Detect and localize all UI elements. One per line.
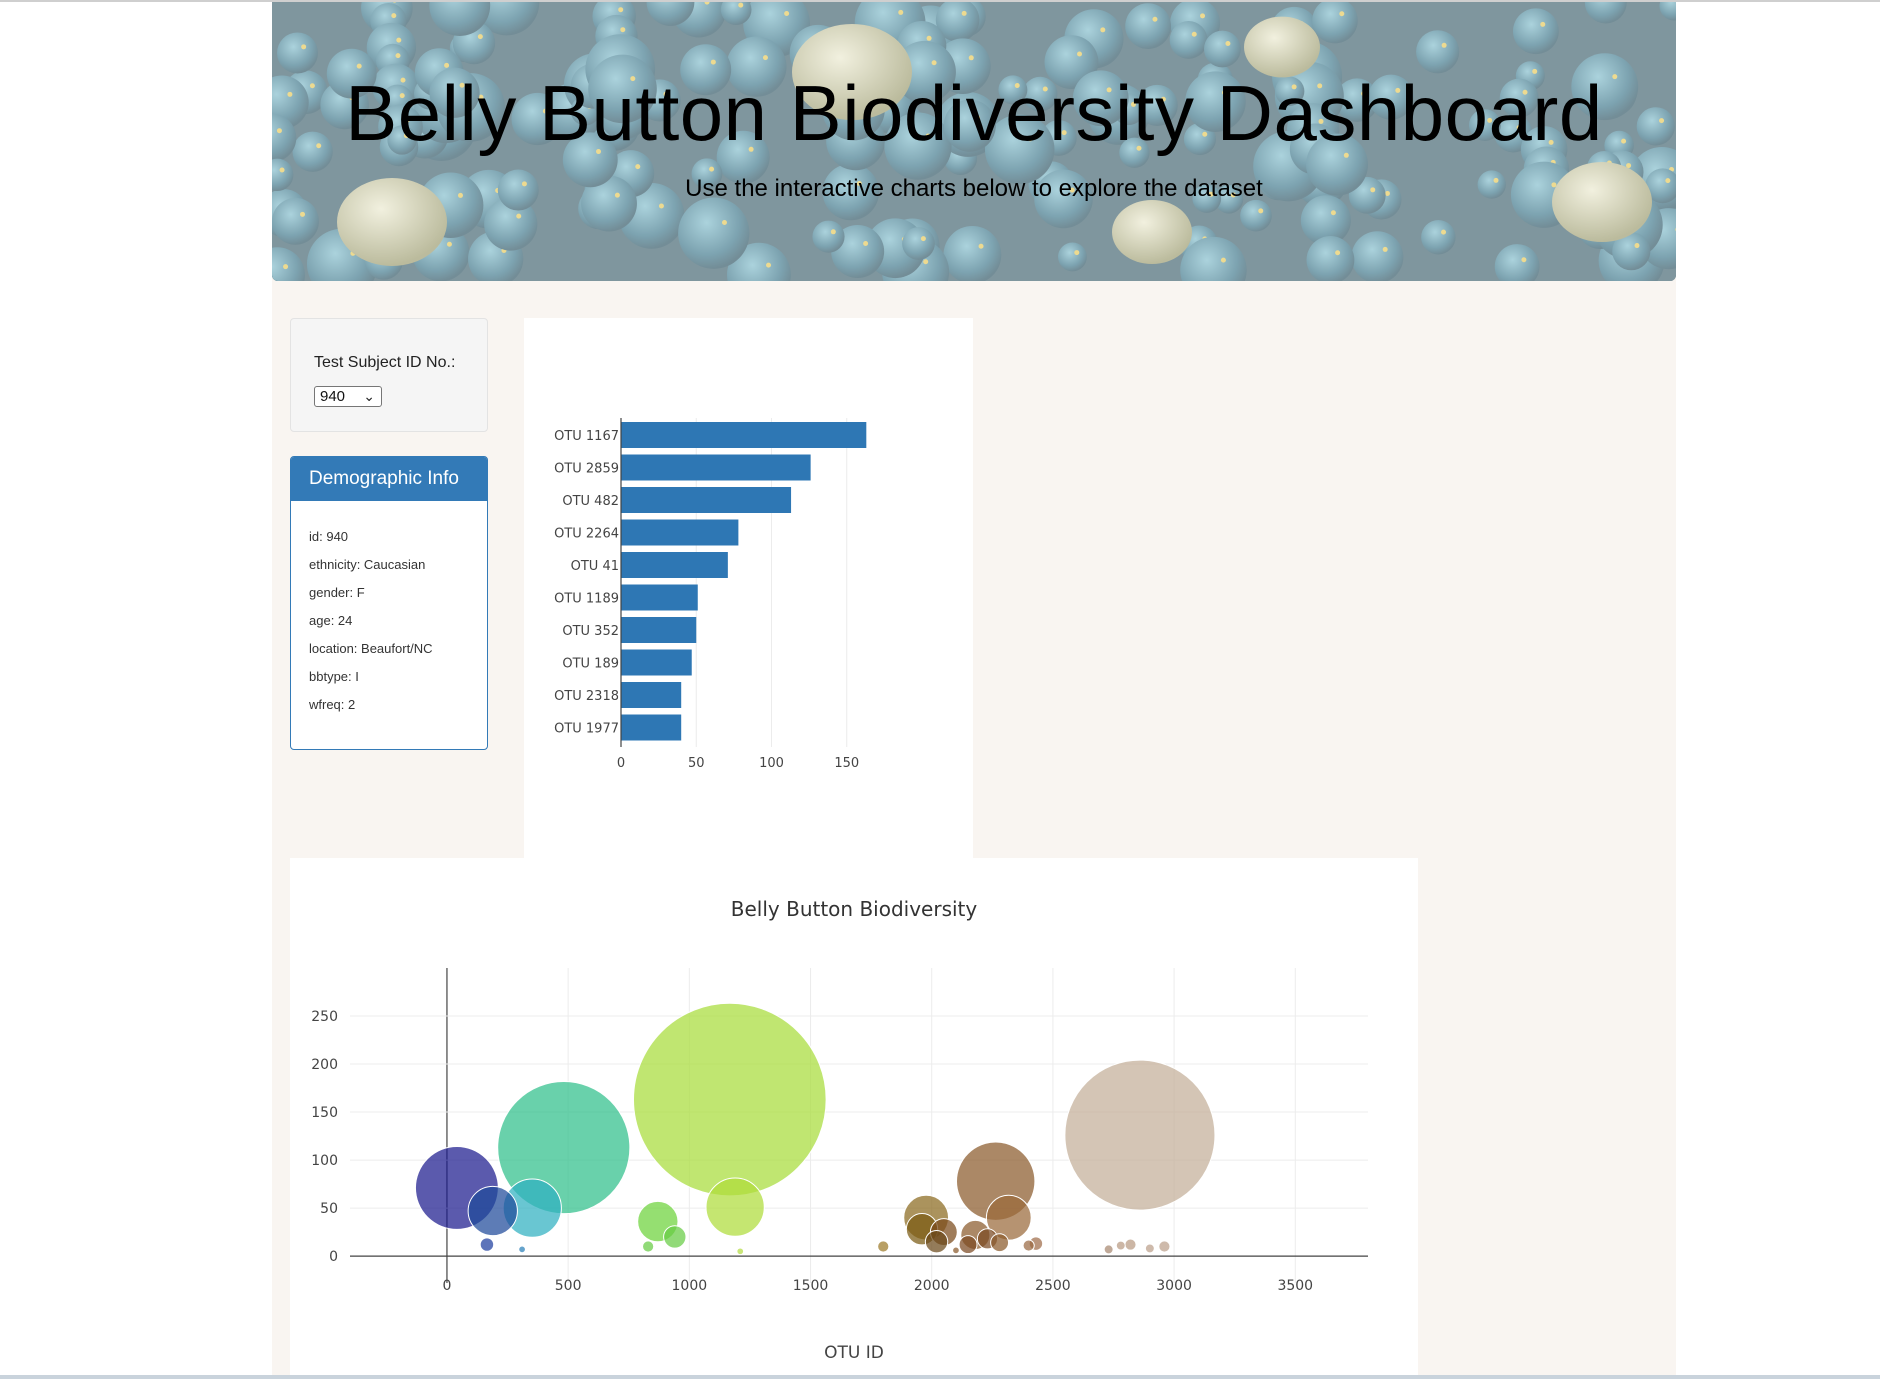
bubble-chart-point[interactable] (518, 1245, 526, 1254)
bubble-chart-point[interactable] (1064, 1059, 1216, 1211)
bar-chart-x-tick-label: 0 (617, 756, 625, 771)
microbe-background-image (272, 2, 1676, 281)
bubble-chart-y-tick-label: 0 (329, 1249, 338, 1265)
bar-chart-bar[interactable] (621, 649, 692, 676)
bubble-chart-point[interactable] (1022, 1239, 1035, 1252)
otu-bar-chart[interactable]: 0 50 100 150 OTU 1167 OTU 2859 OTU 482 OTU 2264… (524, 318, 973, 858)
bar-chart-category-label: OTU 189 (562, 657, 619, 672)
bar-chart-category-label: OTU 2318 (554, 689, 619, 704)
bar-chart-category-label: OTU 2264 (554, 527, 619, 542)
bubble-chart-point[interactable] (924, 1230, 949, 1254)
browser-top-edge (0, 0, 1880, 2)
bubble-chart-point[interactable] (958, 1235, 978, 1255)
demographic-row: bbtype: I (309, 669, 359, 684)
bubble-chart-point[interactable] (1103, 1244, 1114, 1255)
bubble-chart-x-tick-label: 3000 (1156, 1278, 1192, 1294)
bubble-chart-point[interactable] (1158, 1240, 1171, 1253)
demographic-info-heading: Demographic Info (291, 457, 487, 501)
bubble-chart-point[interactable] (479, 1237, 495, 1252)
bar-chart-category-label: OTU 1977 (554, 722, 619, 737)
bubble-chart-point[interactable] (663, 1225, 687, 1249)
bubble-chart-x-tick-label: 500 (555, 1278, 582, 1294)
bubble-chart-point[interactable] (642, 1240, 655, 1253)
bar-chart-bar[interactable] (621, 422, 867, 448)
bubble-chart-point[interactable] (1115, 1240, 1126, 1251)
bubble-chart-point[interactable] (1124, 1238, 1137, 1251)
bubble-chart-point[interactable] (632, 1002, 827, 1197)
bubble-chart-panel: Belly Button Biodiversity 0 500 1000 1500 200… (290, 858, 1418, 1375)
bar-chart-panel: 0 50 100 150 OTU 1167 OTU 2859 OTU 482 OTU 2264… (524, 318, 973, 858)
bubble-chart-x-tick-label: 1500 (793, 1278, 829, 1294)
demographic-row: wfreq: 2 (309, 697, 356, 712)
bar-chart-x-tick-label: 50 (688, 756, 705, 771)
bar-chart-bar[interactable] (621, 519, 739, 546)
bubble-chart-y-tick-label: 250 (311, 1009, 338, 1025)
bubble-chart-y-tick-label: 150 (311, 1105, 338, 1121)
demographic-info-body: id: 940 ethnicity: Caucasian gender: F age:… (291, 501, 487, 725)
bar-chart-bar[interactable] (621, 584, 698, 611)
bar-chart-bar[interactable] (621, 454, 811, 481)
page-title: Belly Button Biodiversity Dashboard (345, 69, 1603, 157)
bubble-chart-x-axis-title: OTU ID (824, 1343, 884, 1363)
bubble-chart-x-tick-label: 0 (442, 1278, 451, 1294)
bar-chart-bar[interactable] (621, 682, 682, 708)
bar-chart-category-label: OTU 482 (562, 494, 619, 509)
page-subtitle: Use the interactive charts below to expl… (685, 175, 1263, 202)
bar-chart-category-label: OTU 352 (562, 624, 619, 639)
bar-chart-x-tick-label: 150 (834, 756, 859, 771)
bubble-chart-y-tick-label: 100 (311, 1153, 338, 1169)
demographic-row: ethnicity: Caucasian (309, 557, 426, 572)
demographic-row: gender: F (309, 585, 365, 600)
browser-bottom-edge (0, 1375, 1880, 1379)
subject-id-selected-value: 940 (320, 388, 346, 405)
bubble-chart-point[interactable] (467, 1185, 518, 1237)
demographic-row: age: 24 (309, 613, 353, 628)
bar-chart-bar[interactable] (621, 552, 728, 578)
bar-chart-bar[interactable] (621, 487, 792, 513)
bubble-chart-x-tick-label: 3500 (1277, 1278, 1313, 1294)
bar-chart-x-tick-label: 100 (759, 756, 784, 771)
demographic-info-panel: Demographic Info id: 940 ethnicity: Cauca… (290, 456, 488, 750)
bubble-chart-y-tick-label: 50 (320, 1201, 338, 1217)
bubble-chart-x-tick-label: 2000 (914, 1278, 950, 1294)
subject-selector-well: Test Subject ID No.: 940 ⌄ (290, 318, 488, 432)
bar-chart-category-label: OTU 1167 (554, 429, 619, 444)
bubble-chart-y-tick-label: 200 (311, 1057, 338, 1073)
bar-chart-bar[interactable] (621, 617, 697, 643)
bubble-chart-point[interactable] (877, 1240, 890, 1253)
demographic-row: id: 940 (309, 529, 349, 544)
demographic-row: location: Beaufort/NC (309, 641, 433, 656)
bubble-chart-x-tick-label: 2500 (1035, 1278, 1071, 1294)
bubble-chart-point[interactable] (985, 1194, 1032, 1241)
bubble-chart-x-tick-label: 1000 (672, 1278, 708, 1294)
bubble-chart-point[interactable] (952, 1246, 960, 1255)
bar-chart-category-label: OTU 41 (571, 559, 619, 574)
bar-chart-bar[interactable] (621, 714, 682, 741)
header-banner: Belly Button Biodiversity Dashboard Use … (272, 2, 1676, 281)
subject-selector-label: Test Subject ID No.: (314, 354, 456, 371)
dashboard-container: Belly Button Biodiversity Dashboard Use … (272, 2, 1676, 1375)
bubble-chart-point[interactable] (705, 1177, 765, 1237)
subject-id-dropdown[interactable]: 940 ⌄ (314, 386, 382, 407)
bar-chart-category-label: OTU 2859 (554, 462, 619, 477)
bar-chart-category-label: OTU 1189 (554, 592, 619, 607)
bubble-chart-title: Belly Button Biodiversity (731, 897, 978, 921)
bubble-chart-point[interactable] (990, 1233, 1010, 1253)
bubble-chart-point[interactable] (736, 1247, 745, 1256)
chevron-down-icon: ⌄ (363, 388, 375, 404)
bubble-chart-point[interactable] (1144, 1243, 1155, 1254)
